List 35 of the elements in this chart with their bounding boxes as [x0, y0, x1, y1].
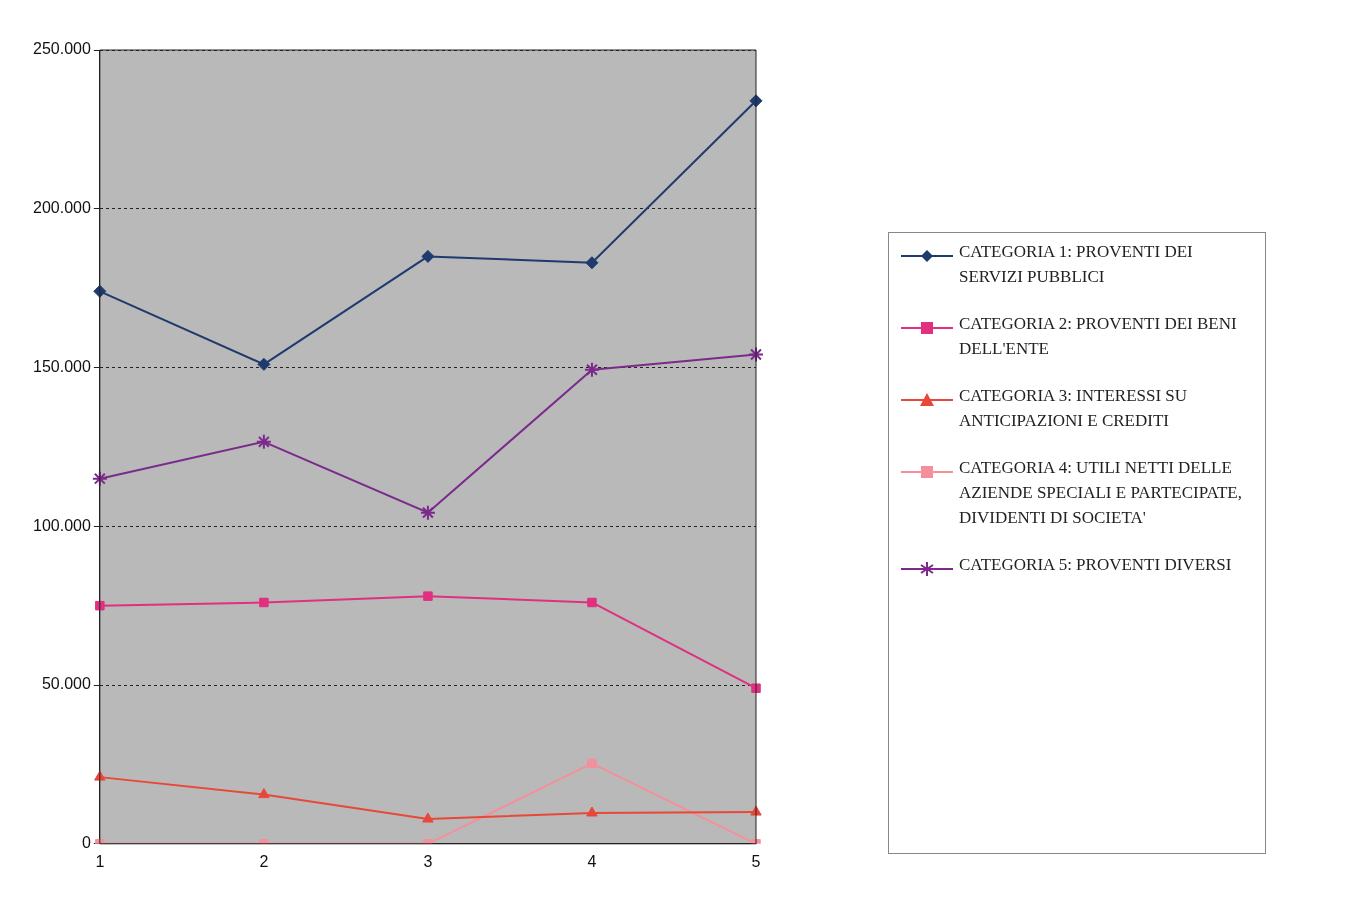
point	[421, 249, 435, 263]
point	[94, 770, 106, 781]
point	[255, 433, 272, 450]
point	[91, 470, 108, 487]
point	[583, 361, 600, 378]
point	[587, 758, 597, 769]
point	[93, 284, 107, 298]
x-tick-label: 2	[259, 852, 269, 870]
x-tick-label: 1	[95, 852, 105, 870]
legend-label: CATEGORIA 4: UTILI NETTI DELLE AZIENDE SPECIALI E PARTECIPATE, DIVIDENTI DI SOCIETA'	[959, 457, 1243, 529]
y-tick-label: 250.000	[32, 40, 91, 58]
point	[419, 504, 436, 521]
x-tick-label: 3	[423, 852, 433, 870]
point	[258, 788, 270, 799]
point	[748, 346, 764, 363]
x-tick-label: 4	[587, 852, 597, 870]
point	[422, 812, 434, 823]
point	[257, 357, 271, 371]
y-tick-label: 200.000	[32, 199, 91, 217]
point	[259, 597, 269, 608]
legend-label: CATEGORIA 3: INTERESSI SU ANTICIPAZIONI E CREDITI	[959, 385, 1189, 432]
y-tick-label: 150.000	[32, 357, 91, 375]
point	[423, 591, 433, 601]
y-tick-label: 50.000	[41, 675, 91, 693]
point	[751, 683, 761, 693]
legend-label: CATEGORIA 5: PROVENTI DIVERSI	[959, 554, 1232, 576]
x-tick-label: 5	[751, 852, 761, 870]
point	[586, 806, 598, 817]
legend-label: CATEGORIA 2: PROVENTI DEI BENI DELL'ENTE	[959, 313, 1238, 360]
point	[587, 597, 597, 608]
y-tick-label: 100.000	[32, 516, 91, 534]
y-tick-label: 0	[81, 834, 91, 852]
legend-label: CATEGORIA 1: PROVENTI DEI SERVIZI PUBBLICI	[959, 241, 1194, 288]
point	[585, 256, 599, 270]
point	[95, 600, 105, 611]
